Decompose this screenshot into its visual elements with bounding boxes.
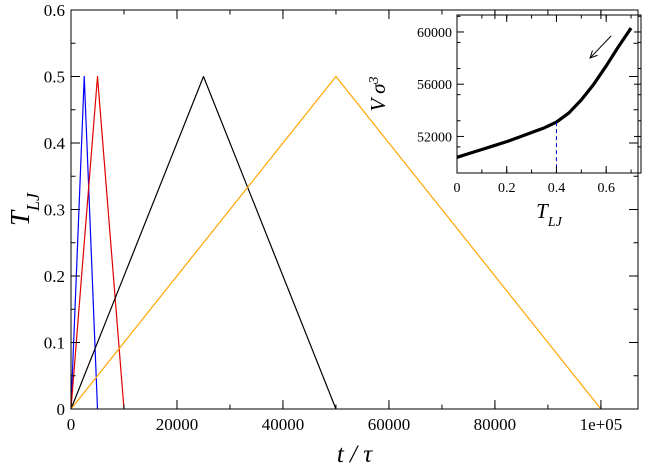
- y-tick-label: 0.1: [44, 334, 65, 353]
- inset-arrow-head: [589, 50, 598, 59]
- x-tick-label: 1e+05: [580, 415, 623, 434]
- main-plot: 0 20000 40000 60000 80000 1e+0500.10.20.30.40…: [5, 1, 639, 468]
- x-tick-label: 40000: [262, 415, 305, 434]
- x-tick-label: 0.2: [498, 181, 516, 196]
- inset-x-axis-title: TLJ: [536, 199, 562, 230]
- y-tick-label: 0.5: [44, 68, 65, 87]
- inset-arrow-shaft: [589, 35, 612, 59]
- inset-annotation-group: [555, 35, 612, 173]
- y-tick-label: 60000: [417, 26, 452, 41]
- x-tick-label: 60000: [368, 415, 411, 434]
- inset-y-axis-title: V σ3: [366, 76, 390, 111]
- x-tick-label: 80000: [474, 415, 517, 434]
- main-plot-frame: [70, 9, 639, 410]
- series-line-4: [70, 75, 602, 410]
- x-tick-label: 0.4: [548, 181, 566, 196]
- inset-series-group: [456, 27, 633, 159]
- y-tick-label: 52000: [417, 130, 452, 145]
- series-line-2: [70, 75, 125, 410]
- y-tick-label: 0: [57, 400, 66, 419]
- main-series-group: [70, 75, 602, 410]
- inset-plot-frame: [456, 14, 642, 174]
- y-tick-label: 0.2: [44, 267, 65, 286]
- main-x-axis-title: t / τ: [337, 441, 373, 468]
- x-tick-label: 0: [454, 181, 461, 196]
- x-tick-label: 20000: [156, 415, 199, 434]
- x-tick-label: 0: [67, 415, 76, 434]
- inset-plot: 0 0.2 0.4 0.6 52000 56000 60000 TLJ V σ3: [362, 13, 643, 246]
- inset-ticks-group: 0 0.2 0.4 0.6 52000 56000 60000: [417, 15, 641, 196]
- x-tick-label: 0.6: [597, 181, 615, 196]
- series-line-3: [70, 75, 337, 410]
- y-tick-label: 0.3: [44, 201, 65, 220]
- y-tick-label: 56000: [417, 78, 452, 93]
- y-tick-label: 0.6: [44, 1, 65, 20]
- series-line-1: [456, 27, 633, 159]
- y-tick-label: 0.4: [44, 134, 66, 153]
- main-y-axis-title: TLJ: [5, 192, 43, 226]
- series-line-1: [70, 75, 99, 410]
- inset-background: [362, 13, 643, 246]
